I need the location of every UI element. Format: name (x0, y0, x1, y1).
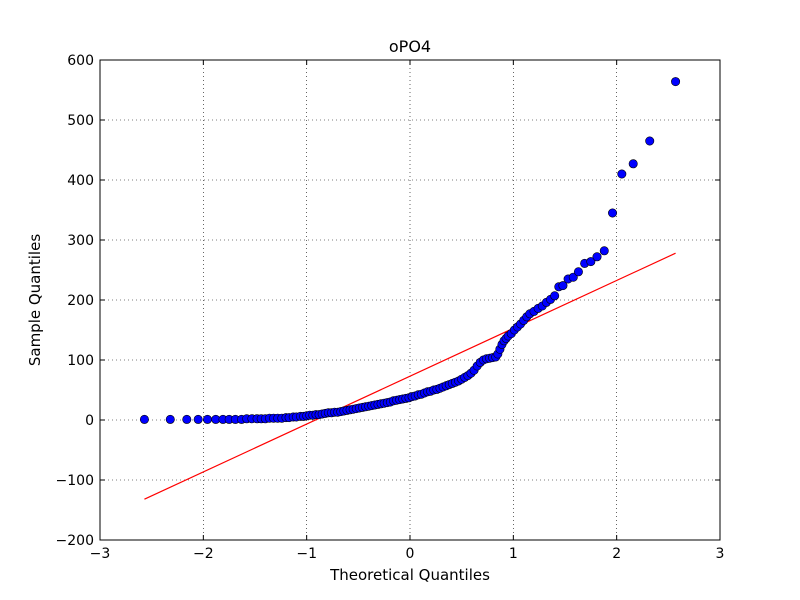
data-point (599, 246, 609, 256)
y-axis-ticks: −200 −100 0 100 200 300 400 500 600 (56, 53, 720, 549)
x-tick-label: 0 (406, 546, 415, 562)
y-tick-label: 100 (67, 353, 94, 369)
x-axis-label: Theoretical Quantiles (329, 566, 490, 584)
x-axis-ticks: −3 −2 −1 0 1 2 3 (90, 60, 725, 562)
data-point (617, 169, 627, 179)
y-tick-label: 200 (67, 293, 94, 309)
data-point (165, 414, 175, 424)
x-tick-label: −3 (90, 546, 111, 562)
data-point (628, 159, 638, 169)
reference-line-group (144, 252, 676, 500)
y-tick-label: −200 (56, 533, 94, 549)
grid (100, 60, 720, 540)
data-point (645, 136, 655, 146)
data-points (139, 77, 681, 424)
data-point (202, 414, 212, 424)
x-tick-label: 3 (716, 546, 725, 562)
y-tick-label: 600 (67, 53, 94, 69)
reference-line (144, 252, 676, 500)
data-point (573, 267, 583, 277)
data-point (608, 208, 618, 218)
x-tick-label: −2 (193, 546, 214, 562)
y-tick-label: 500 (67, 113, 94, 129)
y-tick-label: 300 (67, 233, 94, 249)
data-point (671, 77, 681, 87)
x-tick-label: −1 (296, 546, 317, 562)
data-point (193, 414, 203, 424)
y-tick-label: 400 (67, 173, 94, 189)
x-tick-label: 2 (612, 546, 621, 562)
data-point (139, 414, 149, 424)
data-point (592, 252, 602, 262)
data-point (550, 291, 560, 301)
data-point (182, 414, 192, 424)
y-tick-label: −100 (56, 473, 94, 489)
data-point (558, 281, 568, 291)
data-point (568, 272, 578, 282)
x-tick-label: 1 (509, 546, 518, 562)
data-point (586, 257, 596, 267)
y-tick-label: 0 (85, 413, 94, 429)
chart-title: oPO4 (389, 37, 431, 56)
y-axis-label: Sample Quantiles (26, 234, 44, 366)
